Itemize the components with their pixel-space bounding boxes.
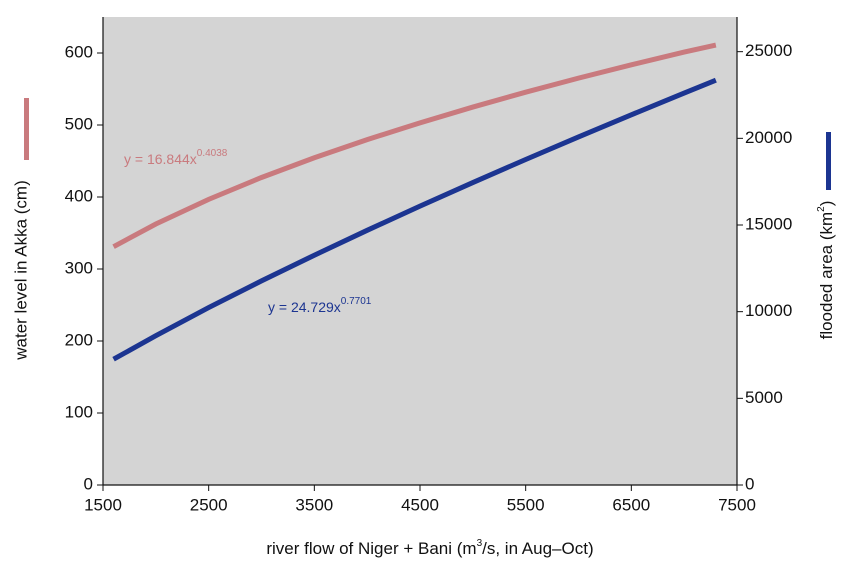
y-tick-label: 0 [84, 474, 93, 493]
y2-tick-label: 5000 [745, 388, 783, 407]
series-line [112, 77, 717, 362]
y2-tick-label: 10000 [745, 301, 792, 320]
x-tick-label: 7500 [718, 495, 756, 514]
y-axis-label: water level in Akka (cm) [11, 180, 30, 361]
y2-axis-label: flooded area (km2) [816, 201, 837, 340]
x-axis-label-part: river flow of Niger + Bani (m [266, 539, 476, 558]
equation-annotation: y = 16.844x0.4038 [124, 148, 228, 167]
equation-exponent: 0.4038 [197, 148, 228, 159]
legend-swatch [24, 98, 29, 160]
y-tick-label: 500 [65, 114, 93, 133]
x-axis-label: river flow of Niger + Bani (m3/s, in Aug… [266, 538, 593, 559]
equation-annotation: y = 24.729x0.7701 [268, 296, 372, 315]
y2-tick-label: 0 [745, 474, 754, 493]
y2-tick-label: 20000 [745, 128, 792, 147]
y-tick-label: 200 [65, 330, 93, 349]
y-tick-label: 600 [65, 42, 93, 61]
x-axis-label-sup: 3 [477, 538, 483, 549]
x-tick-label: 4500 [401, 495, 439, 514]
y-tick-label: 100 [65, 402, 93, 421]
y-tick-label: 300 [65, 258, 93, 277]
series-line [112, 42, 717, 249]
x-tick-label: 1500 [84, 495, 122, 514]
y2-axis-label-part: flooded area (km [817, 212, 836, 340]
x-tick-label: 6500 [612, 495, 650, 514]
x-axis-label-part: /s, in Aug–Oct) [482, 539, 594, 558]
plot-area [103, 17, 737, 485]
y-tick-label: 400 [65, 186, 93, 205]
y2-axis-label-part: ) [817, 201, 836, 207]
x-tick-label: 2500 [190, 495, 228, 514]
equation-exponent: 0.7701 [341, 296, 372, 307]
y2-tick-label: 15000 [745, 214, 792, 233]
x-tick-label: 5500 [507, 495, 545, 514]
y2-axis-label-sup: 2 [816, 206, 827, 212]
equation-text: y = 24.729x [268, 299, 341, 315]
legend-swatch [826, 132, 831, 190]
x-tick-label: 3500 [295, 495, 333, 514]
equation-text: y = 16.844x [124, 151, 197, 167]
y2-tick-label: 25000 [745, 41, 792, 60]
